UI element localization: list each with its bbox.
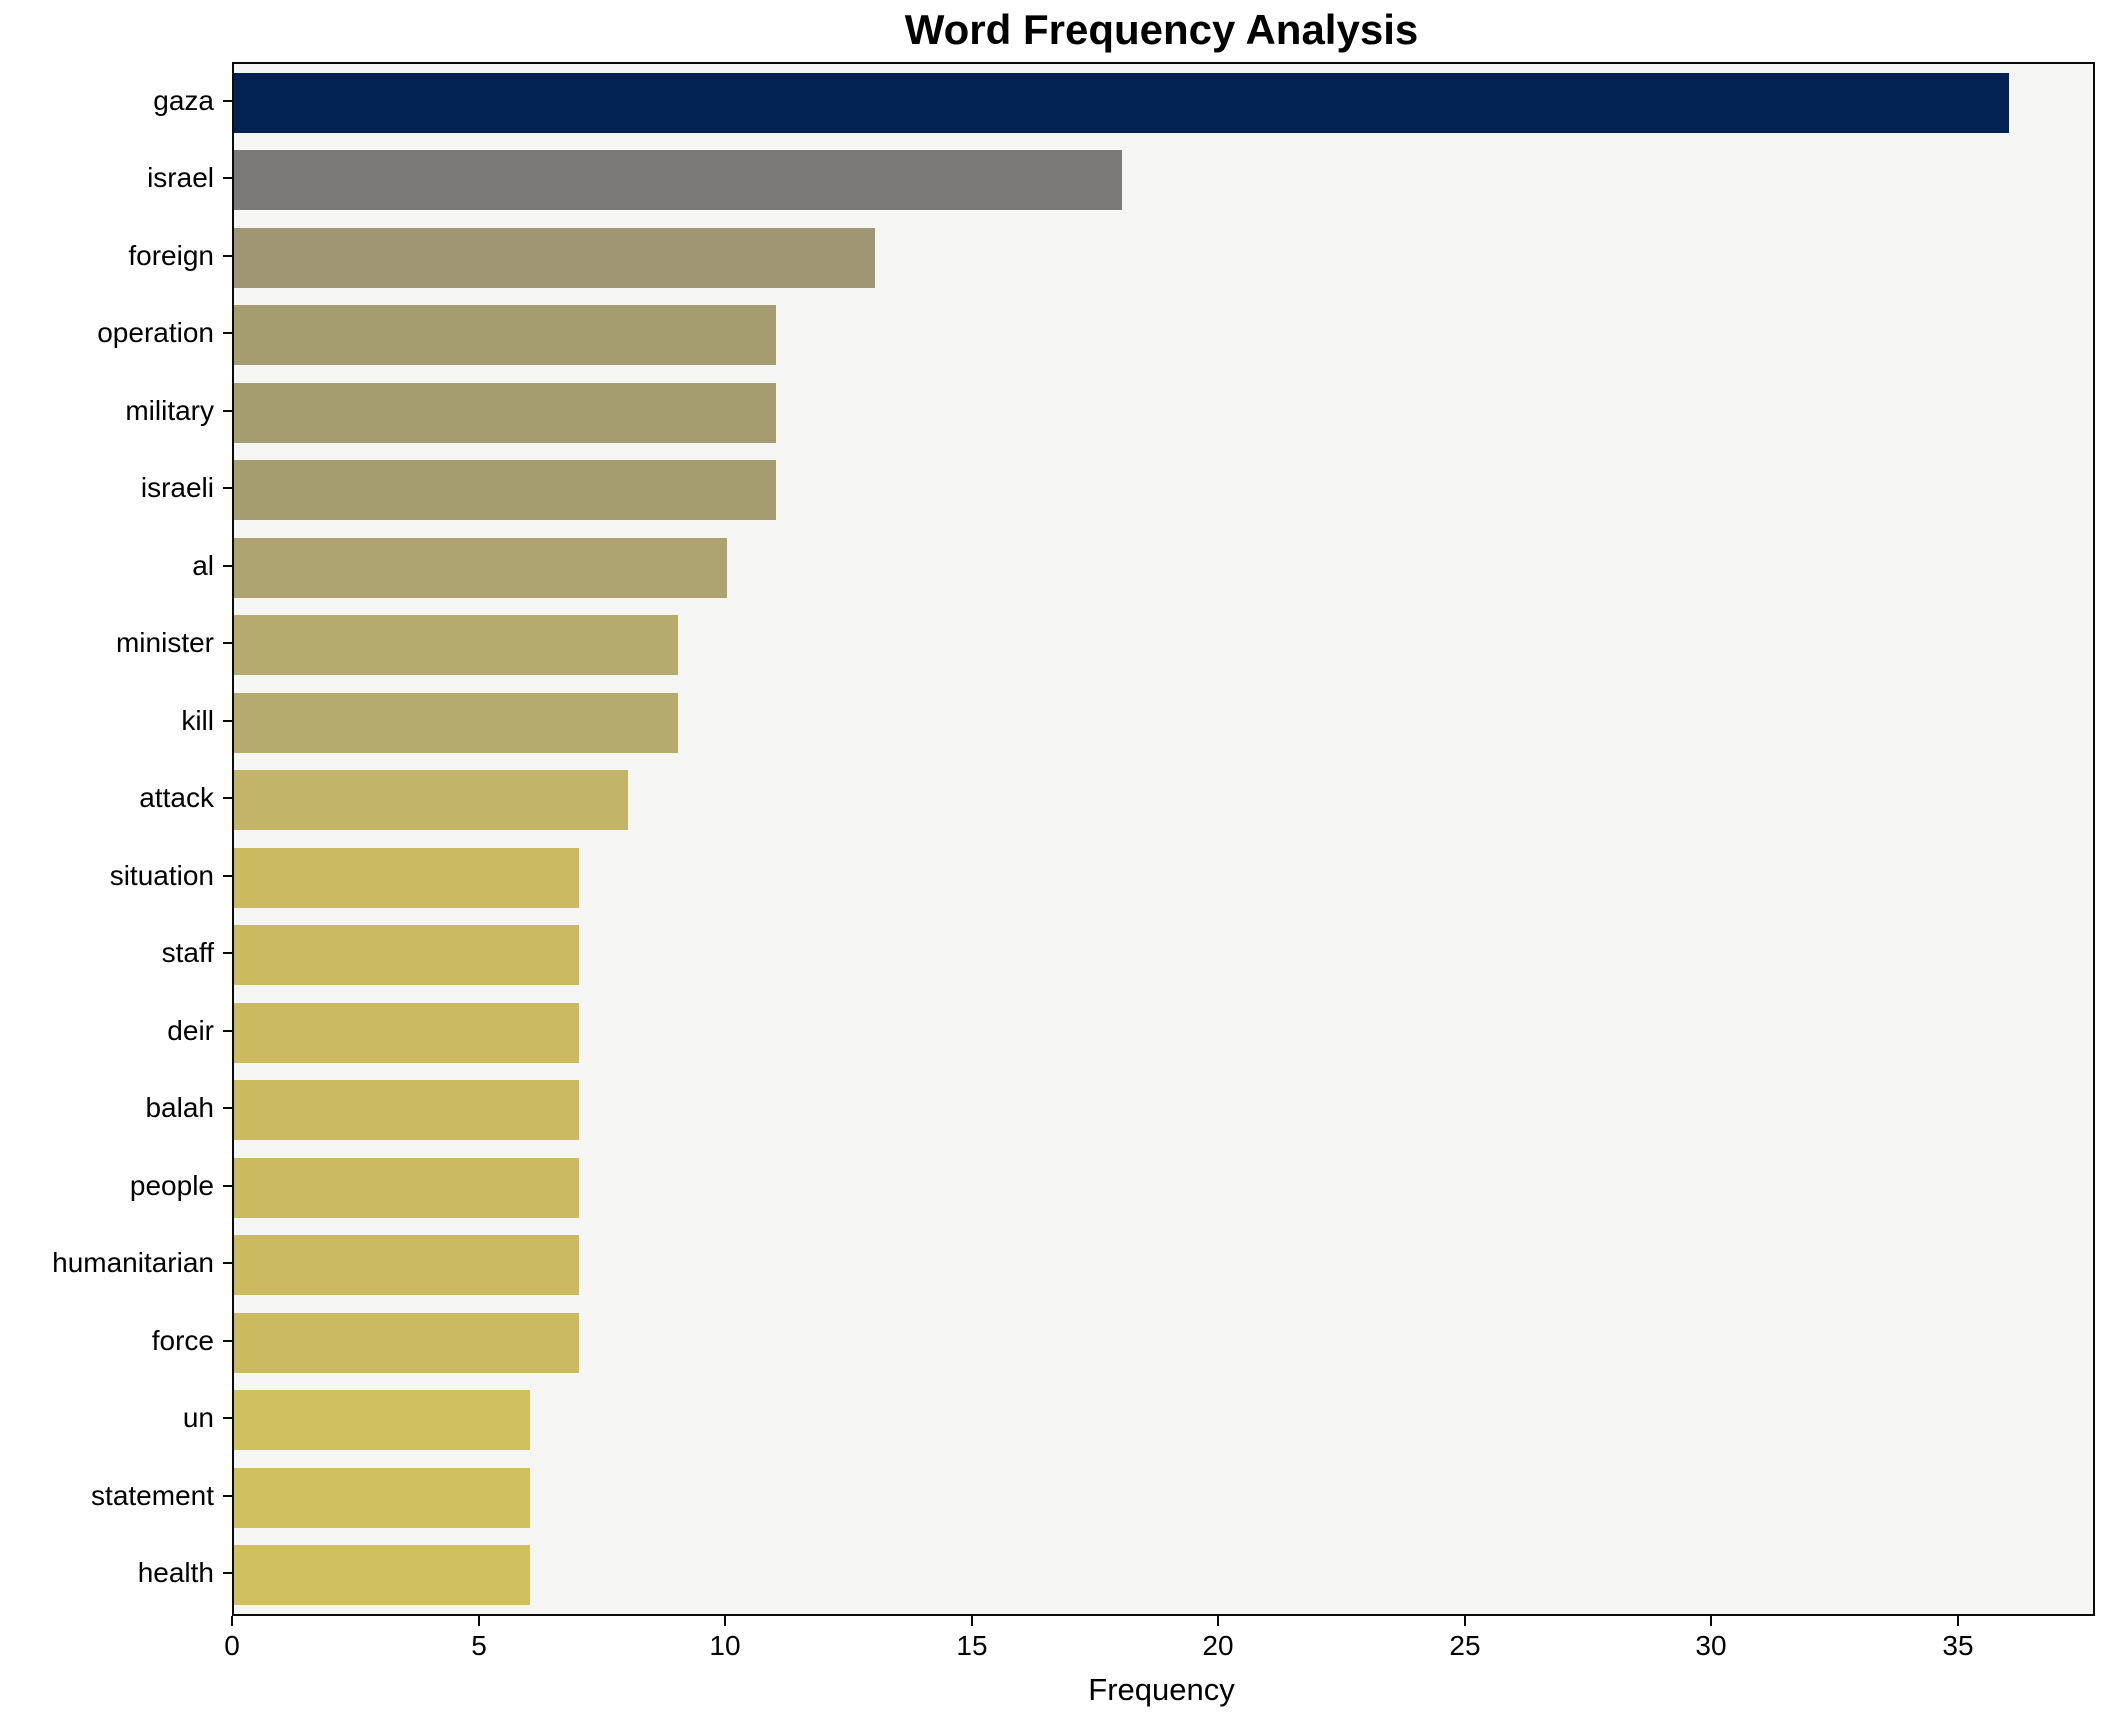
y-tick-label: operation xyxy=(97,317,214,348)
y-tick-label: force xyxy=(151,1325,214,1356)
x-tick-mark xyxy=(971,1616,973,1626)
bar-un xyxy=(234,1390,530,1450)
x-axis-title: Frequency xyxy=(1088,1672,1235,1707)
x-tick-mark xyxy=(231,1616,233,1626)
y-tick-mark xyxy=(223,177,232,179)
y-tick-mark xyxy=(223,565,232,567)
plot-area xyxy=(232,62,2095,1616)
y-tick-mark xyxy=(223,952,232,954)
x-tick-mark xyxy=(478,1616,480,1626)
y-tick-label: israeli xyxy=(140,472,214,503)
y-tick-label: kill xyxy=(181,705,214,736)
x-tick-label: 35 xyxy=(1942,1630,1974,1661)
y-tick-mark xyxy=(223,1572,232,1574)
bar-balah xyxy=(234,1080,579,1140)
bar-al xyxy=(234,538,727,598)
y-tick-label: situation xyxy=(109,860,214,891)
x-tick-label: 5 xyxy=(471,1630,487,1661)
bar-situation xyxy=(234,848,579,908)
y-tick-mark xyxy=(223,1495,232,1497)
y-tick-label: statement xyxy=(91,1480,214,1511)
y-tick-label: israel xyxy=(147,162,214,193)
y-tick-mark xyxy=(223,720,232,722)
x-tick-label: 25 xyxy=(1449,1630,1481,1661)
y-tick-mark xyxy=(223,410,232,412)
x-tick-label: 0 xyxy=(224,1630,240,1661)
y-tick-mark xyxy=(223,1262,232,1264)
x-tick-label: 30 xyxy=(1695,1630,1727,1661)
y-tick-mark xyxy=(223,255,232,257)
y-tick-mark xyxy=(223,1030,232,1032)
y-tick-label: balah xyxy=(145,1092,214,1123)
y-tick-label: gaza xyxy=(153,85,214,116)
x-tick-mark xyxy=(724,1616,726,1626)
y-tick-label: al xyxy=(192,550,214,581)
y-tick-label: people xyxy=(129,1170,214,1201)
bar-staff xyxy=(234,925,579,985)
bar-minister xyxy=(234,615,678,675)
y-tick-label: un xyxy=(182,1402,214,1433)
y-tick-label: foreign xyxy=(128,240,214,271)
y-tick-mark xyxy=(223,487,232,489)
x-tick-mark xyxy=(1710,1616,1712,1626)
bar-humanitarian xyxy=(234,1235,579,1295)
bar-deir xyxy=(234,1003,579,1063)
y-tick-mark xyxy=(223,1340,232,1342)
bar-military xyxy=(234,383,776,443)
y-tick-mark xyxy=(223,1185,232,1187)
x-tick-label: 20 xyxy=(1202,1630,1234,1661)
y-tick-label: deir xyxy=(167,1015,214,1046)
y-tick-mark xyxy=(223,797,232,799)
y-tick-mark xyxy=(223,642,232,644)
y-tick-label: health xyxy=(137,1557,214,1588)
bar-people xyxy=(234,1158,579,1218)
bar-operation xyxy=(234,305,776,365)
bar-foreign xyxy=(234,228,875,288)
bar-israel xyxy=(234,150,1122,210)
y-tick-label: staff xyxy=(161,937,214,968)
y-tick-label: attack xyxy=(139,782,214,813)
y-tick-label: minister xyxy=(115,627,214,658)
y-tick-mark xyxy=(223,332,232,334)
bar-statement xyxy=(234,1468,530,1528)
x-tick-label: 10 xyxy=(709,1630,741,1661)
y-tick-mark xyxy=(223,1107,232,1109)
y-tick-label: humanitarian xyxy=(52,1247,214,1278)
y-tick-mark xyxy=(223,1417,232,1419)
bar-attack xyxy=(234,770,628,830)
bar-force xyxy=(234,1313,579,1373)
y-tick-mark xyxy=(223,875,232,877)
bar-israeli xyxy=(234,460,776,520)
x-tick-mark xyxy=(1217,1616,1219,1626)
chart-title: Word Frequency Analysis xyxy=(904,6,1419,53)
bar-kill xyxy=(234,693,678,753)
bar-health xyxy=(234,1545,530,1605)
bar-gaza xyxy=(234,73,2009,133)
x-tick-mark xyxy=(1464,1616,1466,1626)
y-tick-label: military xyxy=(125,395,214,426)
x-tick-mark xyxy=(1957,1616,1959,1626)
y-tick-mark xyxy=(223,100,232,102)
x-tick-label: 15 xyxy=(956,1630,988,1661)
